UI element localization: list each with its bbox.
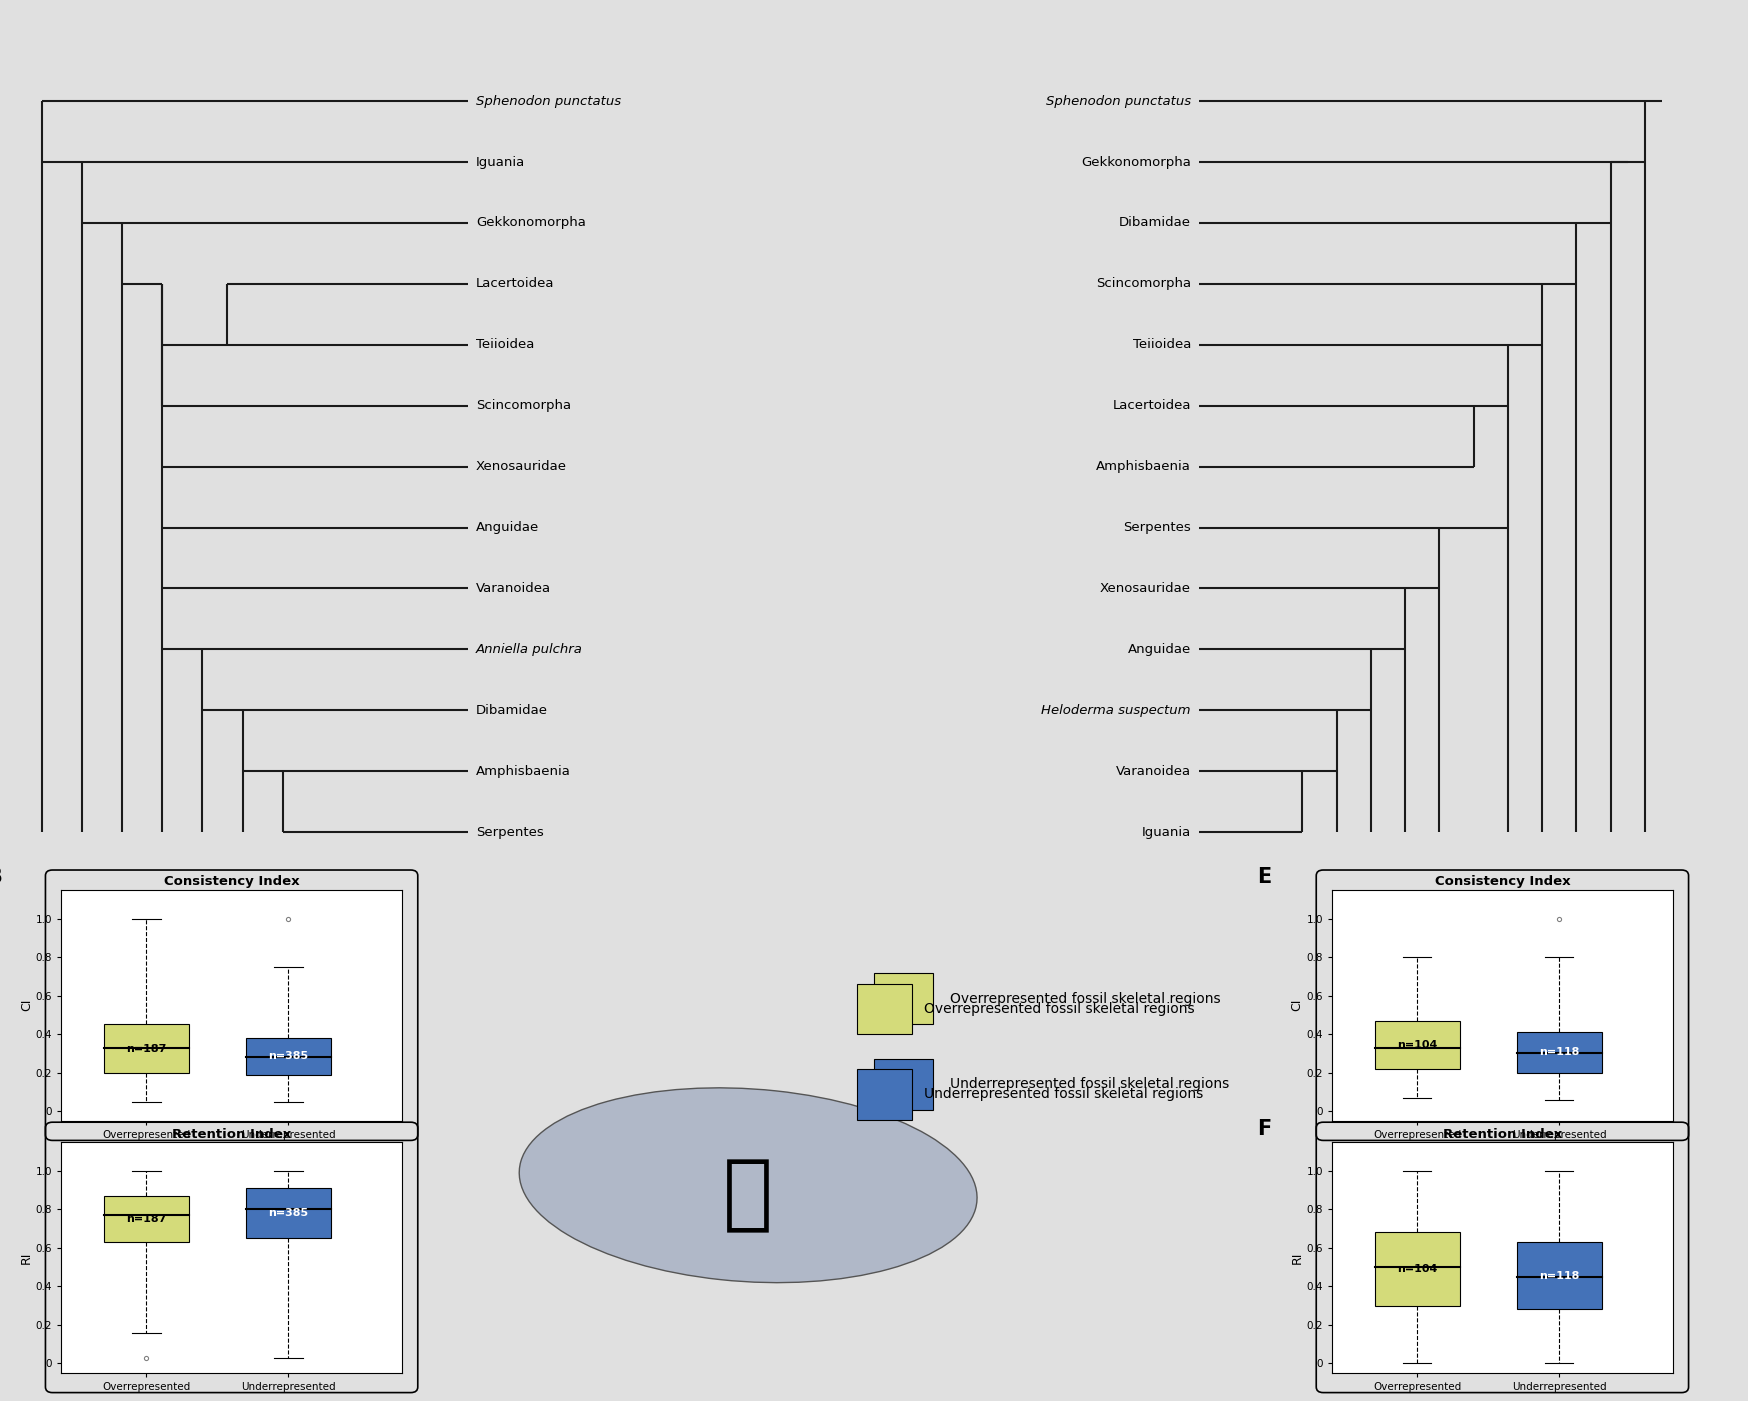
Text: Scincomorpha: Scincomorpha	[475, 399, 572, 412]
FancyBboxPatch shape	[874, 1059, 933, 1110]
Text: Overrepresented fossil skeletal regions: Overrepresented fossil skeletal regions	[925, 1002, 1196, 1016]
Ellipse shape	[519, 1087, 977, 1283]
Text: Overrepresented fossil skeletal regions: Overrepresented fossil skeletal regions	[949, 992, 1220, 1006]
Text: n=385: n=385	[269, 1051, 308, 1062]
Text: Teiioidea: Teiioidea	[475, 338, 535, 352]
Text: n=187: n=187	[126, 1044, 166, 1054]
FancyBboxPatch shape	[857, 984, 912, 1034]
Text: Anguidae: Anguidae	[475, 521, 538, 534]
Text: Anniella pulchra: Anniella pulchra	[475, 643, 582, 656]
Bar	[103, 1024, 189, 1073]
Text: Gekkonomorpha: Gekkonomorpha	[475, 216, 586, 230]
Y-axis label: CI: CI	[1290, 999, 1304, 1012]
Text: Teiioidea: Teiioidea	[1133, 338, 1190, 352]
Text: n=104: n=104	[1397, 1264, 1437, 1274]
Bar	[1374, 1233, 1460, 1306]
Title: Consistency Index: Consistency Index	[1435, 876, 1570, 888]
Text: Xenosauridae: Xenosauridae	[1099, 581, 1190, 595]
Text: Iguania: Iguania	[1141, 825, 1190, 839]
Text: Amphisbaenia: Amphisbaenia	[1096, 460, 1190, 474]
Text: Serpentes: Serpentes	[475, 825, 544, 839]
Bar	[246, 1038, 330, 1075]
Title: Retention Index: Retention Index	[171, 1128, 292, 1140]
Text: Anguidae: Anguidae	[1127, 643, 1190, 656]
Bar	[103, 1196, 189, 1243]
Text: 🦎: 🦎	[724, 1154, 773, 1236]
Text: n=104: n=104	[1397, 1040, 1437, 1049]
Bar	[1517, 1243, 1601, 1310]
Text: Scincomorpha: Scincomorpha	[1096, 277, 1190, 290]
Text: B: B	[0, 866, 2, 887]
Text: Iguania: Iguania	[475, 156, 524, 168]
Text: Gekkonomorpha: Gekkonomorpha	[1080, 156, 1190, 168]
Text: E: E	[1257, 866, 1271, 887]
Y-axis label: RI: RI	[19, 1251, 33, 1264]
Title: Consistency Index: Consistency Index	[164, 876, 299, 888]
Text: Dibamidae: Dibamidae	[1119, 216, 1190, 230]
Text: Sphenodon punctatus: Sphenodon punctatus	[475, 95, 621, 108]
Text: Varanoidea: Varanoidea	[475, 581, 551, 595]
Text: Lacertoidea: Lacertoidea	[475, 277, 554, 290]
Text: Sphenodon punctatus: Sphenodon punctatus	[1045, 95, 1190, 108]
Bar	[246, 1188, 330, 1238]
Title: Retention Index: Retention Index	[1442, 1128, 1563, 1140]
Bar	[1517, 1033, 1601, 1073]
Text: Heloderma suspectum: Heloderma suspectum	[1042, 703, 1190, 717]
Text: F: F	[1257, 1118, 1271, 1139]
Text: Underrepresented fossil skeletal regions: Underrepresented fossil skeletal regions	[949, 1077, 1229, 1091]
Text: Xenosauridae: Xenosauridae	[475, 460, 566, 474]
Text: Serpentes: Serpentes	[1124, 521, 1190, 534]
Text: Amphisbaenia: Amphisbaenia	[475, 765, 570, 778]
Y-axis label: CI: CI	[19, 999, 33, 1012]
Text: Lacertoidea: Lacertoidea	[1112, 399, 1190, 412]
Text: n=118: n=118	[1538, 1048, 1580, 1058]
Text: Underrepresented fossil skeletal regions: Underrepresented fossil skeletal regions	[925, 1087, 1204, 1101]
Text: n=385: n=385	[269, 1208, 308, 1217]
Y-axis label: RI: RI	[1290, 1251, 1304, 1264]
Bar	[1374, 1020, 1460, 1069]
Text: Dibamidae: Dibamidae	[475, 703, 547, 717]
Text: n=118: n=118	[1538, 1271, 1580, 1281]
FancyBboxPatch shape	[874, 974, 933, 1024]
FancyBboxPatch shape	[857, 1069, 912, 1119]
Text: n=187: n=187	[126, 1213, 166, 1224]
Text: Varanoidea: Varanoidea	[1115, 765, 1190, 778]
